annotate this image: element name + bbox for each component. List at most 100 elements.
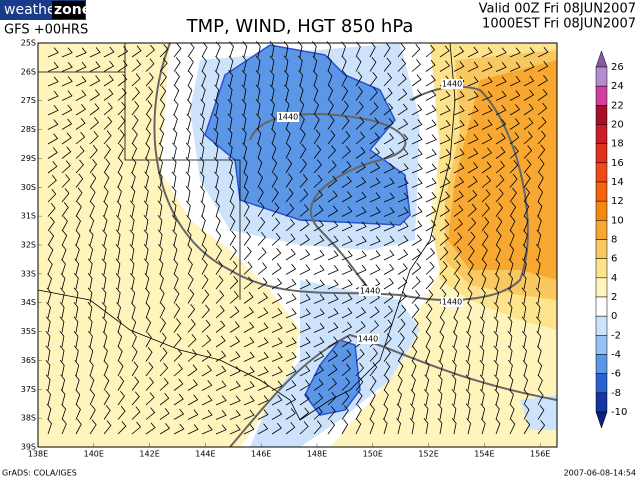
wind-barb (537, 144, 546, 159)
wind-barb (45, 330, 51, 348)
wind-barb (411, 360, 417, 377)
wind-barb (453, 61, 465, 72)
wind-barb (131, 316, 137, 333)
wind-barb (369, 362, 378, 377)
wind-barb (523, 145, 533, 159)
lat-label: 25S (21, 39, 36, 48)
wind-barb (313, 264, 325, 275)
wind-barb (327, 55, 332, 72)
wind-barb (369, 42, 376, 58)
logo-left: weather (4, 2, 62, 18)
map-fields (38, 43, 557, 447)
colorbar-swatch (595, 181, 608, 202)
wind-barb (115, 258, 121, 275)
wind-barb (229, 260, 238, 275)
coastline (37, 42, 456, 421)
colorbar-label: 22 (611, 100, 624, 111)
wind-barb (145, 362, 154, 377)
colorbar-swatch (595, 143, 608, 164)
wind-barb (75, 389, 81, 406)
valid-utc: Valid 00Z Fri 08JUN2007 (479, 2, 636, 17)
wind-barb (508, 360, 513, 377)
wind-barb (480, 418, 486, 435)
wind-barb (159, 43, 169, 58)
colorbar-swatch (595, 335, 608, 355)
wind-barb (438, 345, 444, 362)
wind-barb (299, 204, 309, 217)
wind-barb (327, 336, 339, 348)
wind-barb (89, 75, 101, 87)
wind-barb (411, 346, 418, 362)
contour-label-bg (357, 334, 379, 344)
wind-barb (201, 319, 211, 333)
wind-barb (131, 331, 137, 348)
wind-barb (60, 389, 66, 406)
wind-barb (327, 419, 336, 435)
wind-barb (397, 73, 407, 87)
wind-barb (452, 331, 458, 348)
wind-barb (341, 56, 347, 72)
wind-barb (89, 172, 97, 188)
wind-barb (467, 231, 476, 246)
wind-barb (397, 346, 405, 362)
wind-barb (75, 187, 83, 203)
colorbar-label: -4 (611, 350, 621, 361)
wind-barb (313, 378, 324, 391)
wind-barb (102, 331, 108, 348)
wind-barb (369, 162, 381, 174)
wind-barb (257, 292, 268, 304)
source-label: GrADS: COLA/IGES (2, 469, 77, 478)
wind-barb (467, 61, 479, 72)
wind-barb (397, 58, 407, 72)
wind-barb (61, 216, 68, 232)
wind-barb (271, 187, 279, 203)
wind-barb (523, 75, 535, 87)
wind-barb (74, 258, 80, 275)
contour-label: 1440 (360, 287, 380, 296)
wind-barb (271, 247, 282, 261)
wind-barb (439, 260, 448, 275)
wind-barb (425, 59, 436, 72)
contour-label: 1440 (278, 113, 298, 122)
wind-barb (494, 287, 500, 304)
wind-barb (60, 374, 66, 391)
wind-barb (102, 229, 107, 246)
wind-barb (341, 221, 353, 232)
wind-barb (523, 117, 534, 130)
wind-barb (507, 330, 513, 348)
wind-barb (271, 128, 276, 145)
wind-barb (465, 374, 471, 391)
wind-barb (313, 189, 324, 203)
wind-barb (229, 201, 235, 217)
wind-barb (523, 47, 535, 58)
wind-barb (341, 145, 351, 159)
wind-barb (47, 161, 58, 174)
wind-barb (312, 55, 318, 72)
wind-barb (383, 249, 395, 261)
wind-barb (410, 403, 415, 420)
wind-barb (312, 70, 318, 87)
wind-barb (159, 408, 170, 420)
wind-barb (215, 55, 221, 72)
wind-barb (117, 143, 124, 159)
wind-barb (215, 380, 227, 391)
wind-barb (439, 90, 451, 101)
wind-barb (271, 172, 278, 188)
wind-barb (523, 374, 529, 391)
wind-barb (61, 61, 73, 72)
wind-barb (47, 230, 55, 246)
wind-barb (523, 404, 530, 420)
wind-barb (229, 409, 241, 420)
wind-barb (75, 159, 84, 174)
wind-barb (439, 119, 451, 130)
wind-barb (115, 229, 121, 246)
wind-barb (285, 203, 295, 217)
wind-barb (397, 277, 408, 290)
wind-barb (187, 274, 194, 290)
colorbar-swatch (595, 124, 608, 144)
valid-local: 1000EST Fri 08JUN2007 (482, 17, 636, 32)
wind-barb (299, 407, 310, 420)
wind-barb (423, 403, 429, 420)
wind-barb (285, 337, 297, 348)
